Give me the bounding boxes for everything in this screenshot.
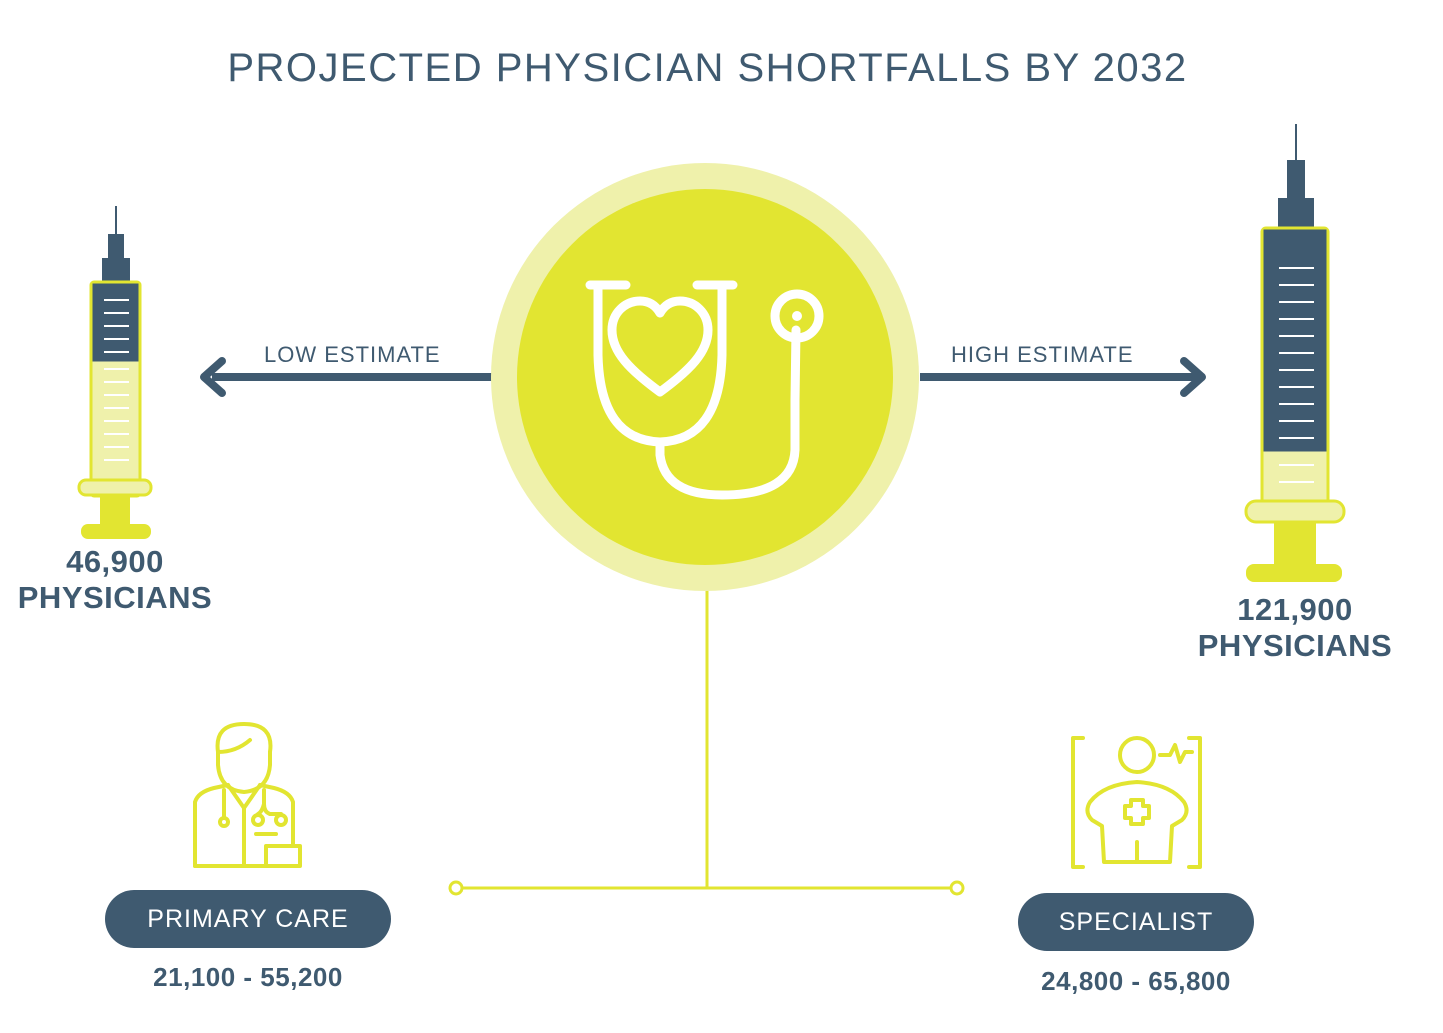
high-estimate-arrow — [920, 357, 1206, 397]
high-estimate-unit: PHYSICIANS — [1197, 628, 1393, 663]
high-syringe-icon — [1244, 124, 1346, 582]
low-syringe-icon — [77, 206, 153, 539]
low-estimate-unit: PHYSICIANS — [17, 580, 213, 615]
low-estimate-label: LOW ESTIMATE — [264, 342, 441, 367]
primary-care-pill: PRIMARY CARE — [105, 890, 391, 948]
high-estimate-label: HIGH ESTIMATE — [951, 342, 1134, 367]
high-estimate-value-block: 121,900 PHYSICIANS — [1180, 592, 1410, 664]
primary-care-range: 21,100 - 55,200 — [153, 962, 343, 992]
low-estimate-value-block: 46,900 PHYSICIANS — [0, 544, 230, 616]
patient-monitor-icon — [1071, 736, 1202, 869]
center-badge — [491, 163, 919, 591]
connector-lines — [448, 590, 965, 896]
low-estimate-arrow — [200, 357, 492, 397]
specialist-pill: SPECIALIST — [1018, 893, 1254, 951]
stethoscope-heart-icon — [585, 280, 824, 500]
page-title: PROJECTED PHYSICIAN SHORTFALLS BY 2032 — [227, 46, 1188, 90]
doctor-icon — [193, 722, 302, 868]
low-estimate-number: 46,900 — [66, 544, 164, 579]
high-estimate-number: 121,900 — [1237, 592, 1353, 627]
specialist-range: 24,800 - 65,800 — [1041, 966, 1231, 996]
heart-cross-icon — [641, 334, 679, 372]
